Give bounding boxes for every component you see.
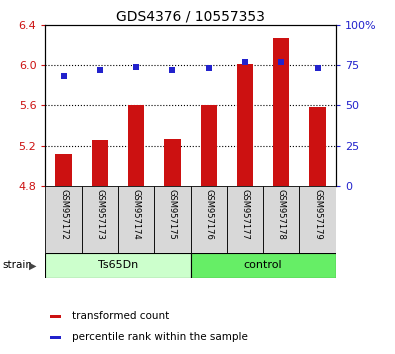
Title: GDS4376 / 10557353: GDS4376 / 10557353	[116, 10, 265, 24]
Point	[97, 67, 103, 73]
Bar	[190, 253, 336, 278]
Text: GSM957172: GSM957172	[59, 189, 68, 239]
Bar	[273, 38, 290, 186]
Point	[205, 65, 212, 71]
Bar	[51, 315, 61, 318]
Text: ▶: ▶	[29, 261, 36, 270]
Bar	[82, 186, 118, 253]
Text: GSM957176: GSM957176	[204, 189, 213, 239]
Text: GSM957178: GSM957178	[277, 189, 286, 239]
Point	[133, 64, 139, 69]
Bar	[309, 107, 326, 186]
Text: GSM957177: GSM957177	[241, 189, 250, 239]
Bar	[164, 138, 181, 186]
Bar	[118, 186, 154, 253]
Text: GSM957175: GSM957175	[168, 189, 177, 239]
Point	[60, 74, 67, 79]
Bar	[201, 105, 217, 186]
Bar	[128, 105, 144, 186]
Bar	[55, 154, 72, 186]
Text: GSM957179: GSM957179	[313, 189, 322, 239]
Text: strain: strain	[2, 261, 32, 270]
Bar	[263, 186, 299, 253]
Bar	[154, 186, 191, 253]
Bar	[51, 336, 61, 339]
Text: GSM957174: GSM957174	[132, 189, 141, 239]
Text: GSM957173: GSM957173	[95, 189, 104, 239]
Bar	[45, 253, 190, 278]
Point	[314, 65, 321, 71]
Text: transformed count: transformed count	[72, 311, 169, 321]
Bar	[190, 186, 227, 253]
Bar	[227, 186, 263, 253]
Bar	[237, 64, 253, 186]
Text: Ts65Dn: Ts65Dn	[98, 261, 138, 270]
Point	[169, 67, 176, 73]
Text: percentile rank within the sample: percentile rank within the sample	[72, 332, 248, 342]
Bar	[92, 139, 108, 186]
Point	[278, 59, 284, 65]
Bar	[45, 186, 82, 253]
Bar	[299, 186, 336, 253]
Text: control: control	[244, 261, 282, 270]
Point	[242, 59, 248, 65]
